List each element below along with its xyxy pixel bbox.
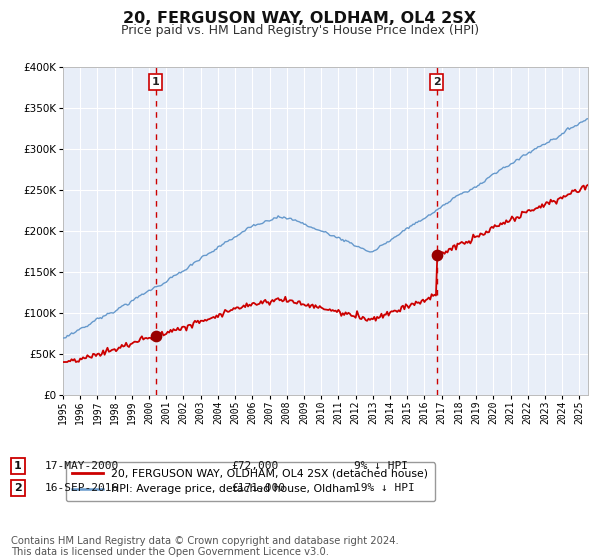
Text: 1: 1: [152, 77, 160, 87]
Text: Contains HM Land Registry data © Crown copyright and database right 2024.
This d: Contains HM Land Registry data © Crown c…: [11, 535, 398, 557]
Legend: 20, FERGUSON WAY, OLDHAM, OL4 2SX (detached house), HPI: Average price, detached: 20, FERGUSON WAY, OLDHAM, OL4 2SX (detac…: [66, 463, 435, 501]
Text: 1: 1: [14, 461, 22, 471]
Text: Price paid vs. HM Land Registry's House Price Index (HPI): Price paid vs. HM Land Registry's House …: [121, 24, 479, 36]
Text: 19% ↓ HPI: 19% ↓ HPI: [354, 483, 415, 493]
Text: £72,000: £72,000: [231, 461, 278, 471]
Point: [151, 332, 160, 340]
Text: 16-SEP-2016: 16-SEP-2016: [45, 483, 119, 493]
Text: 9% ↓ HPI: 9% ↓ HPI: [354, 461, 408, 471]
Text: 2: 2: [433, 77, 440, 87]
Text: 2: 2: [14, 483, 22, 493]
Text: 20, FERGUSON WAY, OLDHAM, OL4 2SX: 20, FERGUSON WAY, OLDHAM, OL4 2SX: [124, 11, 476, 26]
Point: [432, 250, 442, 259]
Text: 17-MAY-2000: 17-MAY-2000: [45, 461, 119, 471]
Text: £171,000: £171,000: [231, 483, 285, 493]
